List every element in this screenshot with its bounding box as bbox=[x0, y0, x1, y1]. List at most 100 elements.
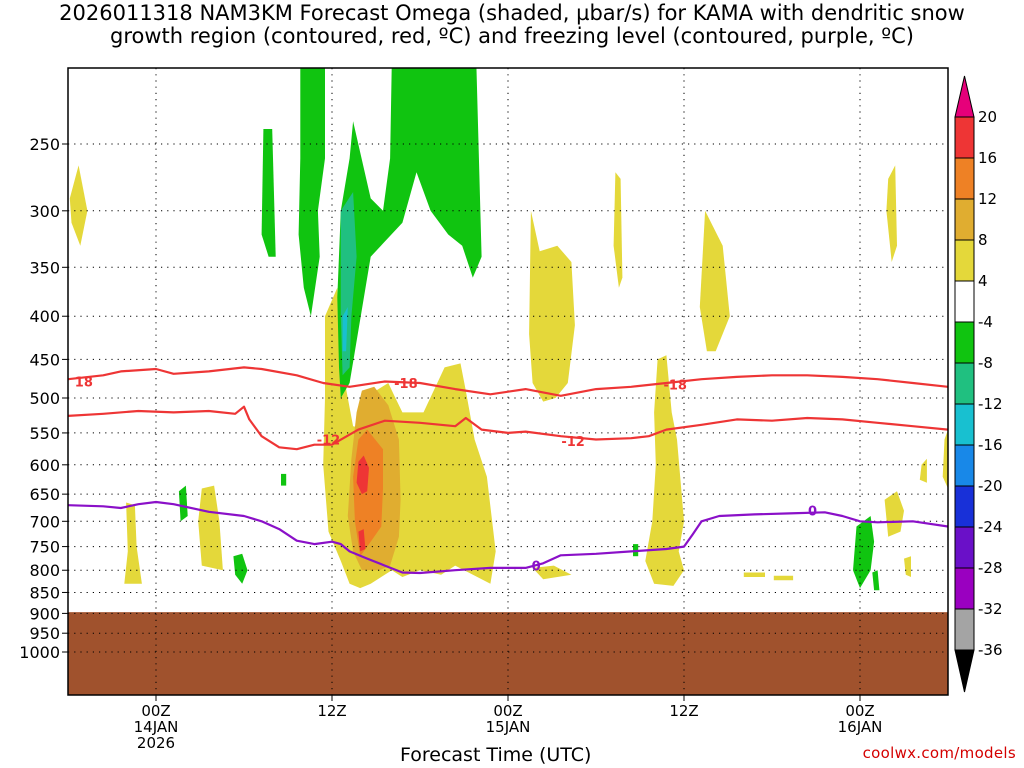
credit-text: coolwx.com/models bbox=[862, 744, 1016, 762]
terrain-fill bbox=[68, 612, 948, 695]
x-tick-label: 12Z bbox=[317, 702, 346, 720]
y-tick-label: 600 bbox=[29, 456, 60, 475]
colorbar-label: 4 bbox=[978, 272, 988, 290]
x-tick-label: 12Z bbox=[669, 702, 698, 720]
y-tick-label: 250 bbox=[29, 135, 60, 154]
y-tick-label: 900 bbox=[29, 604, 60, 623]
plot-area bbox=[68, 68, 948, 695]
x-axis-label: Forecast Time (UTC) bbox=[400, 744, 592, 766]
colorbar-top-arrow bbox=[954, 75, 975, 118]
ground-fill bbox=[68, 612, 948, 695]
colorbar-bin bbox=[954, 198, 975, 241]
contour-label: -12 bbox=[561, 435, 585, 450]
colorbar-bin bbox=[954, 567, 975, 610]
colorbar-label: -24 bbox=[978, 518, 1003, 536]
x-tick-label: 15JAN bbox=[486, 718, 531, 736]
omega-region-yellow bbox=[645, 355, 684, 586]
y-tick-label: 550 bbox=[29, 424, 60, 443]
omega-region-red bbox=[358, 529, 366, 552]
y-tick-label: 400 bbox=[29, 307, 60, 326]
omega-region-green bbox=[261, 129, 276, 257]
colorbar-label: -20 bbox=[978, 477, 1003, 495]
x-tick-label: 00Z bbox=[845, 702, 874, 720]
colorbar-label: -12 bbox=[978, 395, 1003, 413]
y-tick-label: 450 bbox=[29, 350, 60, 369]
omega-region-yellow bbox=[942, 429, 948, 489]
y-tick-label: 500 bbox=[29, 389, 60, 408]
y-tick-label: 850 bbox=[29, 583, 60, 602]
contour-line bbox=[68, 500, 948, 575]
omega-region-green bbox=[872, 570, 880, 591]
omega-region-yellow bbox=[69, 165, 88, 246]
colorbar-bin bbox=[954, 116, 975, 159]
colorbar-bin bbox=[954, 280, 975, 323]
contour-label: 0 bbox=[532, 560, 541, 575]
y-tick-label: 800 bbox=[29, 561, 60, 580]
colorbar-bin bbox=[954, 444, 975, 487]
y-tick-label: 650 bbox=[29, 485, 60, 504]
colorbar-label: -16 bbox=[978, 436, 1003, 454]
colorbar-bin bbox=[954, 321, 975, 364]
colorbar-bin bbox=[954, 608, 975, 651]
y-axis: 250 300 350 400 450 500 550 600 650 700 750 800 850 9… bbox=[19, 135, 68, 662]
colorbar-bin bbox=[954, 485, 975, 528]
x-tick-label: 14JAN bbox=[134, 718, 179, 736]
omega-region-green bbox=[178, 485, 188, 522]
contour-labels: 18 -18 -18 -12 -12 0 0 bbox=[75, 376, 817, 575]
y-tick-label: 1000 bbox=[19, 643, 60, 662]
y-tick-label: 350 bbox=[29, 258, 60, 277]
title-line-1: 2026011318 NAM3KM Forecast Omega (shaded… bbox=[59, 1, 965, 25]
omega-region-yellow bbox=[773, 575, 794, 581]
colorbar-bottom-arrow bbox=[954, 649, 975, 693]
colorbar-bin bbox=[954, 526, 975, 569]
contour-lines bbox=[68, 366, 948, 575]
omega-region-yellow bbox=[529, 210, 575, 402]
y-tick-label: 750 bbox=[29, 538, 60, 557]
contour-line bbox=[68, 405, 948, 451]
contour-label: 18 bbox=[75, 376, 93, 391]
x-tick-label: 16JAN bbox=[838, 718, 883, 736]
contour-label: -18 bbox=[394, 377, 418, 392]
omega-region-yellow bbox=[886, 165, 897, 262]
omega-region-cyan bbox=[342, 307, 348, 352]
colorbar-label: -8 bbox=[978, 354, 993, 372]
contour-label: 0 bbox=[808, 505, 817, 520]
omega-region-yellow bbox=[532, 565, 572, 580]
colorbar-label: -36 bbox=[978, 641, 1003, 659]
colorbar-bin bbox=[954, 157, 975, 200]
colorbar-label: -4 bbox=[978, 313, 993, 331]
omega-region-yellow bbox=[124, 502, 142, 584]
omega-region-green bbox=[233, 553, 248, 584]
contour-label: -12 bbox=[317, 434, 341, 449]
omega-region-green bbox=[298, 68, 325, 317]
omega-region-green bbox=[281, 473, 287, 486]
omega-region-yellow bbox=[904, 556, 911, 577]
colorbar-label: 12 bbox=[978, 190, 997, 208]
colorbar: 20 16 12 8 4 -4 -8 -12 -16 -20 -24 -28 -32 -36 bbox=[954, 75, 1003, 693]
omega-region-green bbox=[337, 68, 482, 398]
omega-shading bbox=[69, 68, 948, 591]
omega-region-yellow bbox=[884, 491, 904, 537]
omega-region-yellow bbox=[198, 485, 223, 571]
title-line-2: growth region (contoured, red, ºC) and f… bbox=[110, 24, 914, 48]
chart-title: 2026011318 NAM3KM Forecast Omega (shaded… bbox=[0, 2, 1024, 48]
y-tick-label: 300 bbox=[29, 202, 60, 221]
colorbar-label: 8 bbox=[978, 231, 988, 249]
x-tick-label: 00Z bbox=[493, 702, 522, 720]
y-tick-label: 950 bbox=[29, 624, 60, 643]
x-tick-label: 2026 bbox=[137, 734, 175, 752]
colorbar-bin bbox=[954, 239, 975, 282]
contour-line bbox=[68, 366, 948, 397]
colorbar-label: 20 bbox=[978, 108, 997, 126]
colorbar-label: -32 bbox=[978, 600, 1003, 618]
y-tick-label: 700 bbox=[29, 512, 60, 531]
omega-region-yellow bbox=[743, 572, 765, 577]
colorbar-bin bbox=[954, 403, 975, 446]
colorbar-label: 16 bbox=[978, 149, 997, 167]
colorbar-bin bbox=[954, 362, 975, 405]
colorbar-label: -28 bbox=[978, 559, 1003, 577]
omega-region-yellow bbox=[613, 172, 623, 288]
x-tick-label: 00Z bbox=[141, 702, 170, 720]
